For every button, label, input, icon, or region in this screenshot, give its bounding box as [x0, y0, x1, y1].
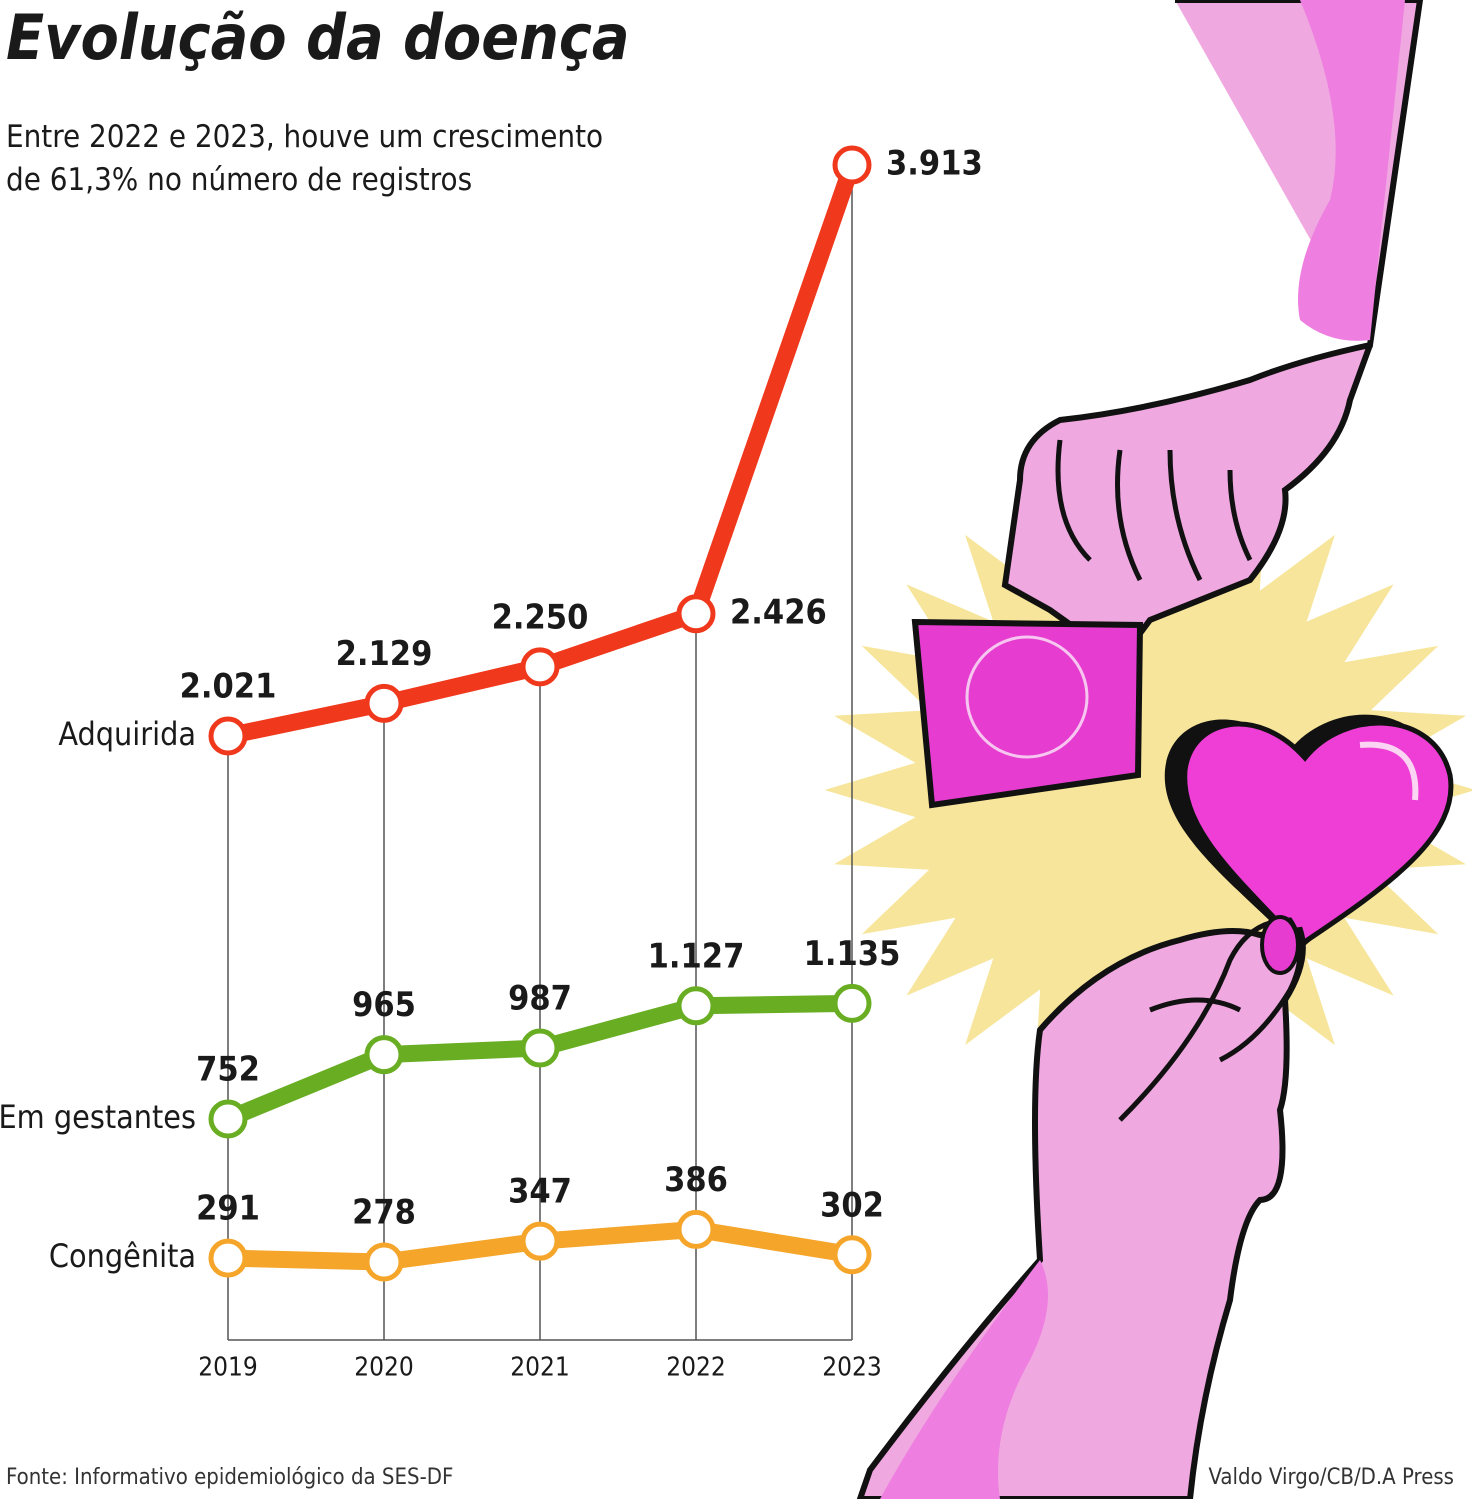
illustration — [824, 0, 1472, 1499]
x-tick-label: 2023 — [822, 1353, 882, 1383]
x-tick-label: 2019 — [198, 1353, 258, 1383]
series-label: Congênita — [49, 1237, 196, 1275]
data-label: 291 — [196, 1189, 260, 1229]
data-label: 3.913 — [886, 144, 983, 184]
data-label: 1.127 — [648, 936, 745, 976]
chart-title: Evolução da doença — [6, 1, 630, 74]
data-label: 302 — [820, 1185, 884, 1225]
heart-shine — [1359, 741, 1419, 801]
credit: Valdo Virgo/CB/D.A Press — [1209, 1465, 1454, 1490]
data-label: 2.426 — [730, 592, 827, 632]
data-label: 965 — [352, 985, 416, 1025]
point — [208, 1099, 248, 1139]
point — [208, 1238, 248, 1278]
heart — [1182, 720, 1454, 949]
point — [676, 1209, 716, 1249]
lower-arm — [856, 926, 1306, 1499]
fingernail — [1260, 915, 1300, 975]
series-label: Em gestantes — [0, 1098, 196, 1136]
point — [832, 983, 872, 1023]
point — [832, 1235, 872, 1275]
data-label: 2.250 — [492, 597, 589, 637]
point — [364, 1242, 404, 1282]
data-label: 278 — [352, 1193, 416, 1233]
point — [208, 716, 248, 756]
finger-lines — [1055, 439, 1253, 582]
x-tick-label: 2022 — [666, 1353, 726, 1383]
data-label: 2.021 — [180, 666, 277, 706]
series-label: Adquirida — [58, 715, 196, 753]
point — [832, 145, 872, 185]
arm-shadow — [1298, 0, 1405, 341]
source: Fonte: Informativo epidemiológico da SES… — [6, 1465, 453, 1490]
point — [520, 1221, 560, 1261]
point — [520, 1028, 560, 1068]
data-label: 347 — [508, 1172, 572, 1212]
subtitle: Entre 2022 e 2023, houve um crescimento … — [6, 119, 604, 198]
data-label: 386 — [664, 1160, 728, 1200]
data-label: 1.135 — [804, 934, 901, 974]
point — [676, 986, 716, 1026]
data-label: 2.129 — [336, 634, 433, 674]
point — [364, 1035, 404, 1075]
point — [676, 594, 716, 634]
x-tick-label: 2020 — [354, 1353, 414, 1383]
point — [364, 683, 404, 723]
point — [520, 647, 560, 687]
upper-arm — [1001, 0, 1424, 665]
condom-ring — [965, 635, 1089, 759]
data-label: 987 — [508, 979, 572, 1019]
lower-arm-shadow — [880, 1260, 1048, 1499]
data-label: 752 — [196, 1049, 260, 1089]
condom-pack — [911, 618, 1144, 809]
x-tick-label: 2021 — [510, 1353, 570, 1383]
